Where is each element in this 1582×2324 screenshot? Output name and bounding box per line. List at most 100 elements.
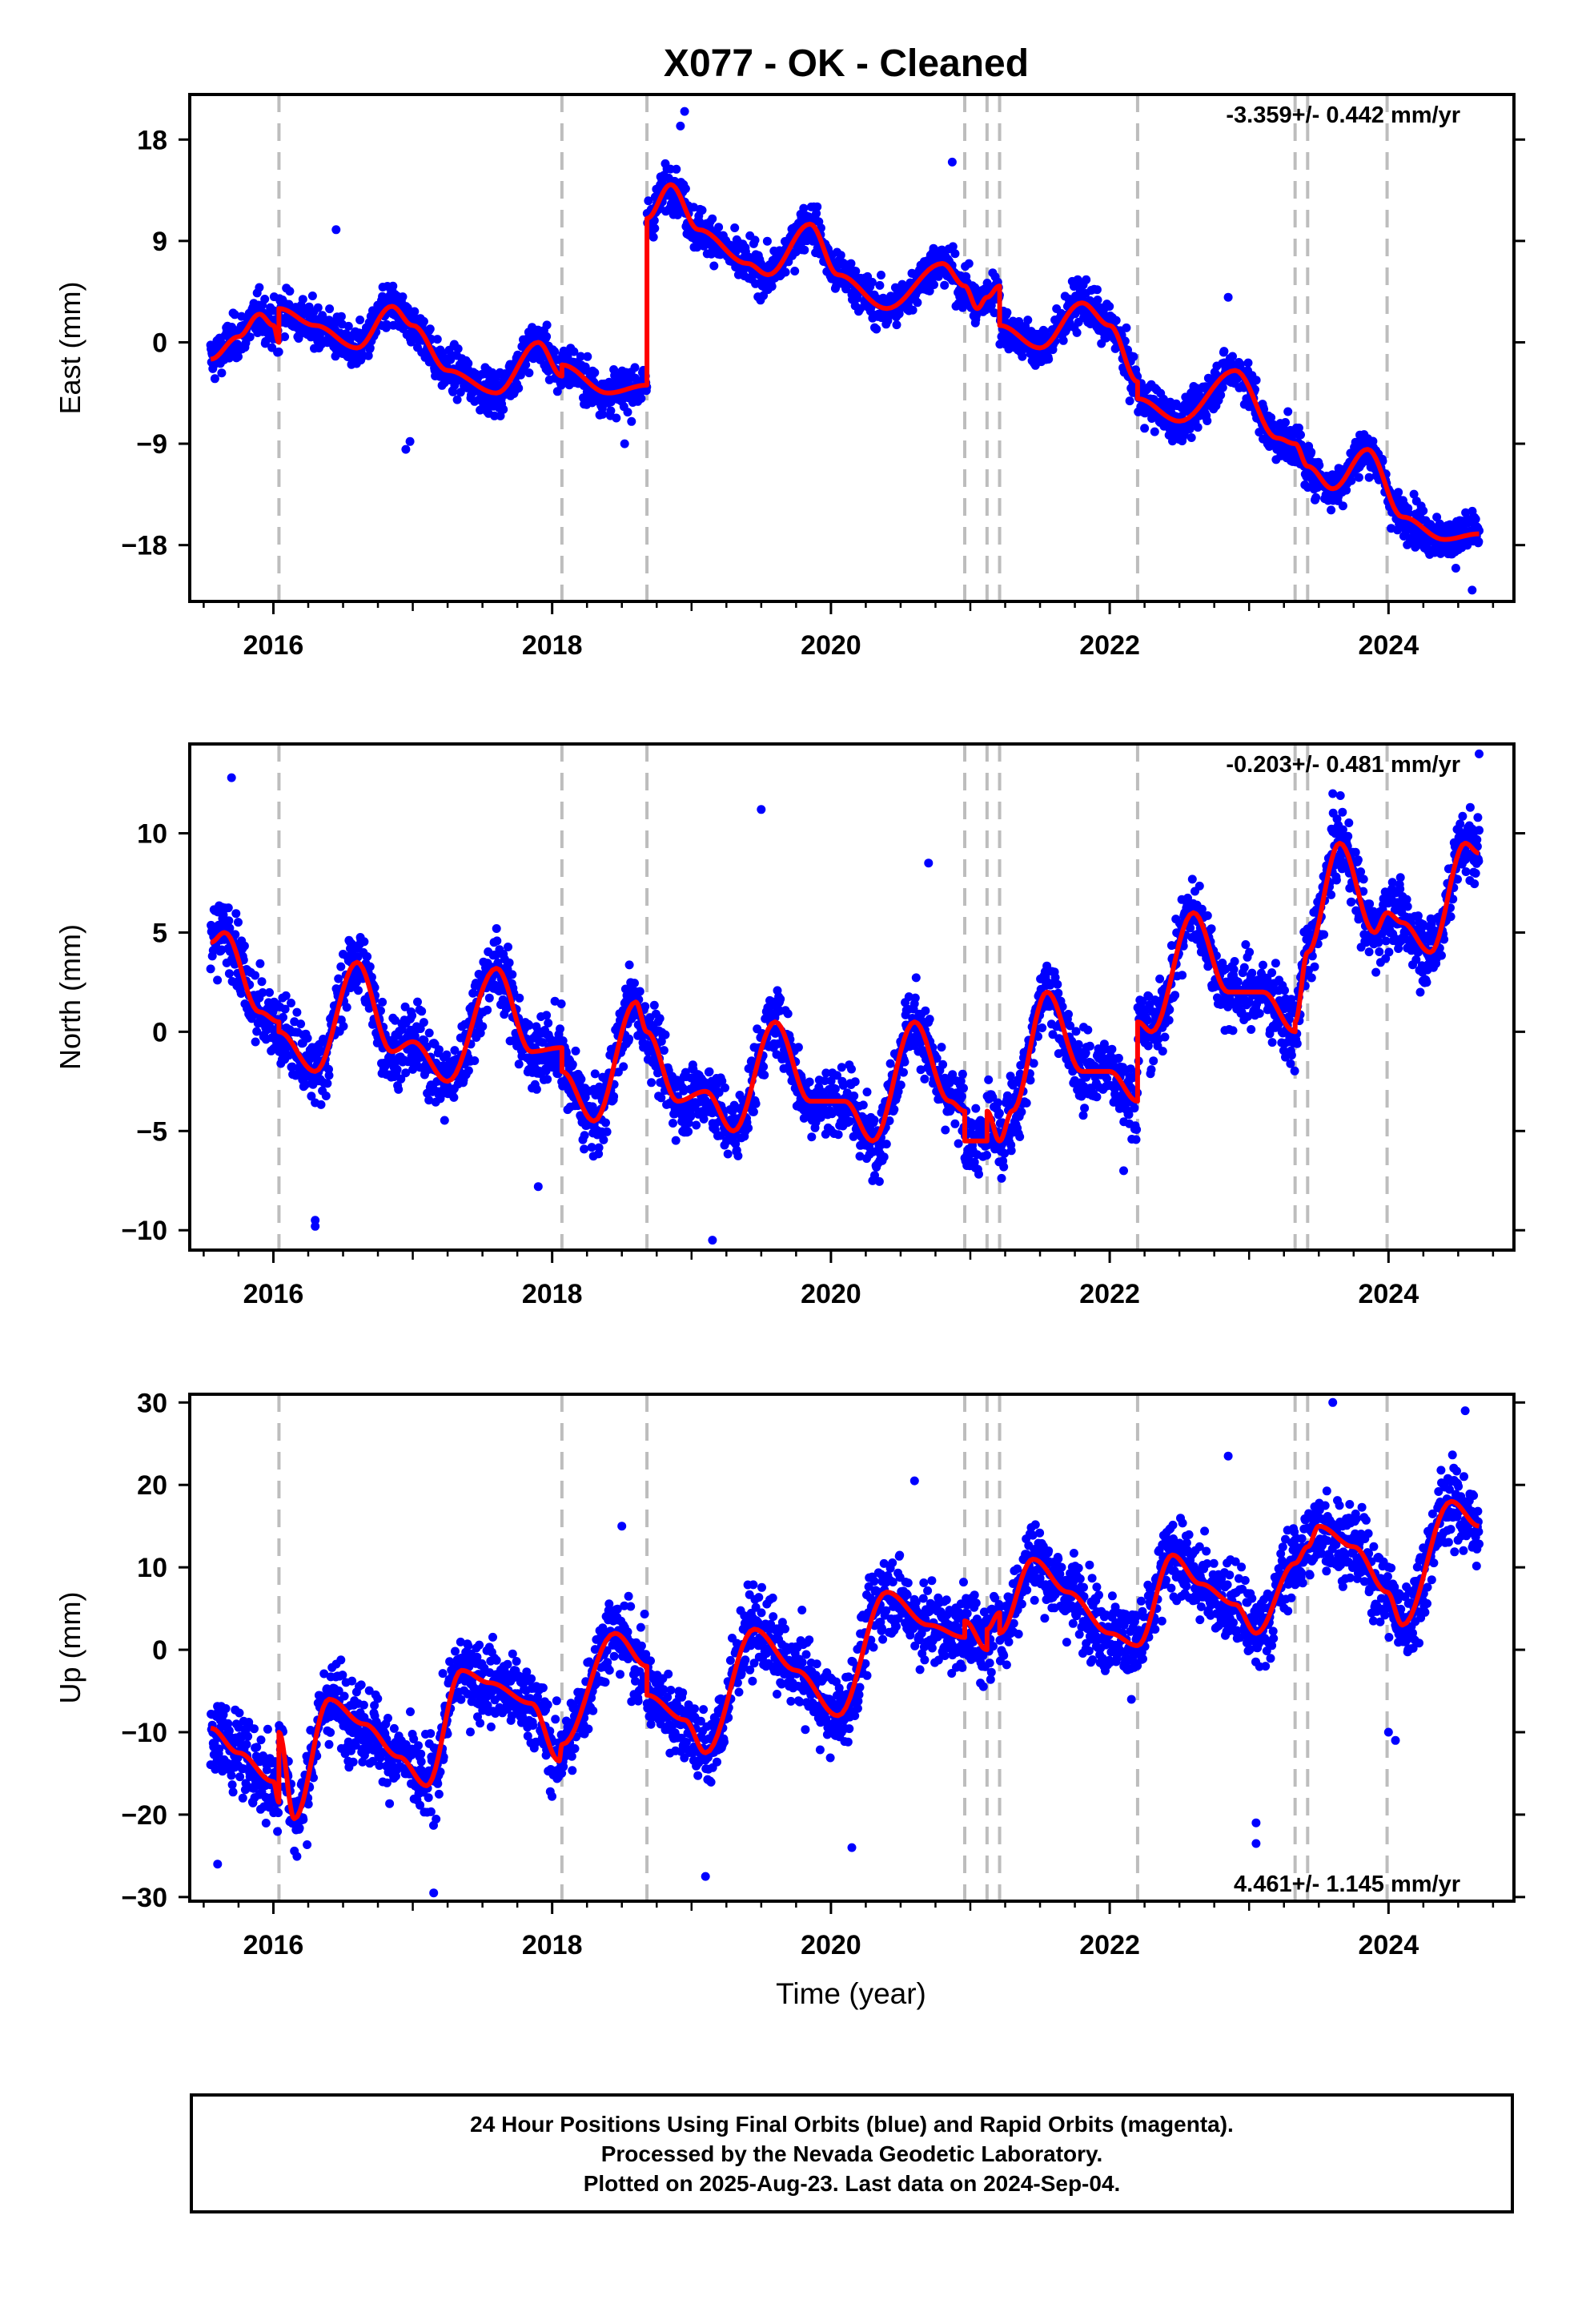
data-point bbox=[258, 988, 267, 997]
data-point bbox=[213, 975, 223, 985]
data-point bbox=[363, 351, 373, 360]
data-point bbox=[336, 962, 346, 971]
data-point bbox=[367, 972, 376, 982]
data-point bbox=[721, 1083, 729, 1092]
data-point bbox=[649, 215, 659, 225]
data-point bbox=[251, 971, 260, 980]
data-point bbox=[1327, 505, 1336, 515]
outlier-point bbox=[401, 444, 411, 454]
data-point bbox=[287, 999, 295, 1007]
data-point bbox=[1186, 433, 1196, 442]
data-point bbox=[449, 1092, 459, 1102]
data-point bbox=[419, 316, 428, 326]
data-point bbox=[1283, 407, 1293, 416]
data-point bbox=[499, 404, 508, 414]
data-point bbox=[483, 1005, 492, 1015]
data-point bbox=[847, 1064, 856, 1074]
outlier-point bbox=[331, 225, 341, 235]
data-point bbox=[1006, 1146, 1016, 1156]
data-point bbox=[234, 918, 243, 927]
data-point bbox=[619, 1062, 628, 1072]
data-point bbox=[874, 1176, 884, 1186]
data-point bbox=[749, 1107, 758, 1116]
data-point bbox=[661, 1030, 670, 1039]
data-point bbox=[940, 280, 950, 290]
y-tick-label: 9 bbox=[152, 227, 167, 257]
data-point bbox=[941, 1125, 950, 1135]
data-point bbox=[733, 1151, 743, 1160]
data-point bbox=[846, 259, 856, 268]
data-point bbox=[994, 1108, 1004, 1118]
data-point bbox=[964, 259, 974, 268]
data-point bbox=[478, 1022, 488, 1031]
data-point bbox=[867, 277, 877, 287]
data-point bbox=[1432, 513, 1442, 522]
data-point bbox=[1412, 541, 1422, 550]
data-point bbox=[697, 206, 707, 215]
data-point bbox=[708, 214, 717, 223]
data-point bbox=[343, 321, 353, 331]
data-point bbox=[492, 936, 502, 946]
data-point bbox=[580, 1131, 589, 1140]
data-point bbox=[217, 368, 227, 378]
data-point bbox=[550, 347, 560, 356]
data-point bbox=[408, 1011, 417, 1020]
data-point bbox=[274, 347, 283, 356]
data-point bbox=[813, 202, 822, 211]
data-point bbox=[714, 223, 724, 232]
data-point bbox=[576, 1075, 586, 1084]
data-point bbox=[1122, 323, 1131, 332]
data-point bbox=[388, 281, 398, 291]
data-point bbox=[590, 1069, 600, 1079]
data-point bbox=[1471, 514, 1480, 524]
data-point bbox=[292, 1007, 302, 1017]
data-point bbox=[594, 1143, 604, 1152]
data-point bbox=[948, 242, 958, 251]
data-point bbox=[1092, 285, 1102, 295]
data-point bbox=[223, 903, 233, 913]
data-point bbox=[324, 1071, 334, 1080]
panel-frame bbox=[188, 93, 1516, 603]
data-point bbox=[609, 1092, 619, 1101]
data-point bbox=[303, 1033, 312, 1043]
data-point bbox=[237, 312, 247, 321]
data-point bbox=[1255, 428, 1264, 437]
data-point bbox=[908, 305, 917, 315]
data-point bbox=[705, 1067, 714, 1076]
data-point bbox=[583, 352, 592, 361]
data-point bbox=[599, 1135, 608, 1144]
data-point bbox=[576, 352, 585, 361]
data-point bbox=[921, 1006, 930, 1015]
data-point bbox=[354, 986, 363, 995]
data-point bbox=[892, 320, 901, 330]
x-tick-label: 2016 bbox=[243, 630, 304, 661]
data-point bbox=[598, 409, 608, 419]
data-point bbox=[321, 1092, 331, 1100]
data-point bbox=[224, 969, 234, 979]
data-point bbox=[647, 1078, 656, 1088]
x-tick-label: 2020 bbox=[801, 630, 861, 661]
data-point bbox=[1185, 424, 1195, 434]
data-point bbox=[569, 347, 579, 356]
data-point bbox=[464, 1066, 473, 1076]
data-point bbox=[245, 332, 255, 342]
data-point bbox=[850, 1077, 860, 1087]
data-point bbox=[544, 1019, 553, 1027]
data-point bbox=[959, 1084, 968, 1093]
data-point bbox=[1219, 347, 1229, 356]
data-point bbox=[879, 1152, 889, 1162]
data-point bbox=[807, 1132, 817, 1142]
data-point bbox=[1006, 1072, 1015, 1081]
data-point bbox=[686, 1112, 696, 1121]
data-point bbox=[837, 1063, 846, 1072]
data-point bbox=[1259, 404, 1269, 414]
plot-area-1 bbox=[206, 94, 1484, 601]
data-point bbox=[260, 295, 270, 304]
data-point bbox=[496, 411, 505, 420]
fit-line bbox=[210, 182, 1480, 542]
data-point bbox=[751, 1099, 761, 1108]
data-point bbox=[1409, 489, 1419, 499]
chart-title: X077 - OK - Cleaned bbox=[664, 42, 1029, 85]
data-point bbox=[730, 223, 740, 232]
